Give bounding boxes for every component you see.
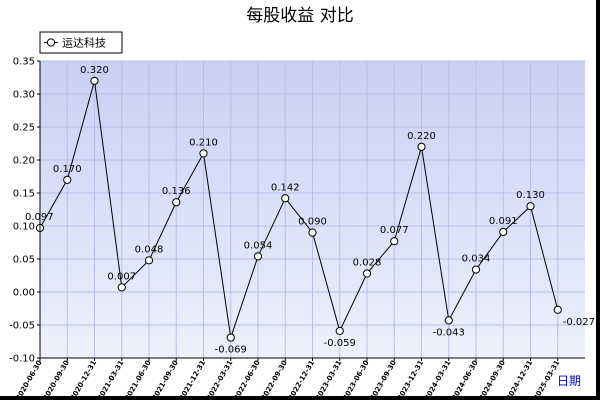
legend: 运达科技 — [39, 31, 123, 54]
x-tick-label: 2020-09-30 — [42, 359, 71, 396]
y-tick-label: 0.30 — [13, 90, 35, 101]
x-tick-label: 2023-03-31 — [314, 359, 343, 396]
y-tick-label: 0.25 — [13, 123, 35, 134]
data-point-marker — [390, 237, 399, 246]
x-tick-label: 2020-12-31 — [69, 359, 98, 396]
legend-marker-icon — [46, 38, 56, 47]
data-point-marker — [144, 256, 154, 265]
data-point-label: -0.059 — [324, 338, 356, 349]
y-tick-label: 0.00 — [13, 288, 35, 299]
data-point-marker — [199, 149, 208, 158]
data-point-label: 0.091 — [489, 216, 518, 227]
y-tick-label: 0.10 — [13, 222, 35, 233]
data-point-label: 0.220 — [407, 131, 436, 142]
grid-lines — [39, 60, 585, 359]
x-tick-label: 2021-03-31 — [96, 359, 125, 396]
data-labels: 0.097 0.170 0.320 0.007 0.048 0.136 0.210 -0.06… — [25, 65, 595, 356]
x-tick-label: 2021-09-30 — [151, 359, 180, 396]
y-tick-label: 0.15 — [13, 189, 35, 200]
data-point-marker — [172, 198, 181, 207]
y-tick-label: 0.05 — [13, 255, 35, 266]
data-point-marker — [63, 175, 72, 184]
data-point-label: 0.028 — [353, 258, 382, 269]
x-tick-label: 2023-09-30 — [369, 359, 398, 396]
data-point-marker — [281, 194, 290, 203]
data-point-marker — [471, 265, 481, 274]
x-tick-label: 2023-12-31 — [396, 359, 425, 396]
data-point-marker — [90, 76, 99, 85]
data-point-label: 0.048 — [135, 244, 164, 255]
data-point-label: 0.320 — [80, 65, 109, 76]
x-tick-label: 2023-06-30 — [341, 359, 370, 396]
series-layer — [35, 76, 562, 342]
legend-box — [39, 31, 123, 54]
x-tick-label: 2024-06-30 — [450, 359, 479, 396]
data-point-label: 0.034 — [462, 254, 491, 265]
series-line — [39, 80, 559, 338]
data-point-marker — [362, 269, 372, 278]
data-point-marker — [417, 142, 426, 151]
x-tick-label: 2021-06-30 — [123, 359, 152, 396]
legend-entry-label: 运达科技 — [62, 36, 106, 50]
data-point-label: 0.142 — [271, 182, 300, 193]
y-tick-label: -0.10 — [9, 354, 35, 365]
x-tick-label: 2022-12-31 — [287, 359, 316, 396]
data-point-marker — [526, 202, 535, 211]
data-point-label: 0.054 — [244, 240, 273, 251]
data-point-label: 0.097 — [25, 212, 54, 223]
data-point-marker — [444, 316, 453, 325]
y-tick-label: 0.20 — [13, 156, 35, 167]
data-point-label: 0.130 — [516, 190, 545, 201]
data-point-label: 0.090 — [298, 217, 327, 228]
x-axis-ticks: 2020-06-302020-09-302020-12-312021-03-31… — [14, 358, 562, 396]
y-axis-ticks: 0.35 0.30 0.25 0.20 0.15 0.10 0.05 0.00 -0.05 -0.… — [9, 57, 40, 365]
chart-title: 每股收益 对比 — [246, 6, 353, 26]
data-point-label: 0.136 — [162, 186, 191, 197]
x-axis-unit-label: 日期 — [557, 374, 581, 388]
x-tick-label: 2024-03-31 — [423, 359, 452, 396]
x-tick-label: 2022-09-30 — [260, 359, 289, 396]
x-tick-label: 2024-09-30 — [478, 359, 507, 396]
data-point-label: 0.210 — [189, 137, 218, 148]
data-point-label: 0.170 — [53, 164, 82, 175]
y-tick-label: 0.35 — [13, 57, 35, 68]
data-point-marker — [335, 326, 344, 336]
data-point-marker — [499, 227, 508, 237]
x-tick-label: 2024-12-31 — [505, 359, 534, 396]
x-tick-label: 2022-03-31 — [205, 359, 234, 396]
y-tick-label: -0.05 — [9, 321, 35, 332]
data-point-marker — [117, 283, 126, 292]
data-point-marker — [553, 305, 562, 314]
data-point-marker — [308, 228, 317, 237]
x-tick-label: 2021-12-31 — [178, 359, 207, 396]
x-tick-label: 2022-06-30 — [232, 359, 261, 396]
data-point-marker — [253, 252, 263, 261]
data-point-marker — [226, 333, 235, 342]
data-point-label: 0.077 — [380, 225, 409, 236]
data-point-label: 0.007 — [107, 271, 136, 282]
data-point-label: -0.043 — [433, 327, 465, 338]
data-point-label: -0.069 — [215, 345, 247, 356]
data-point-label: -0.027 — [563, 317, 595, 328]
